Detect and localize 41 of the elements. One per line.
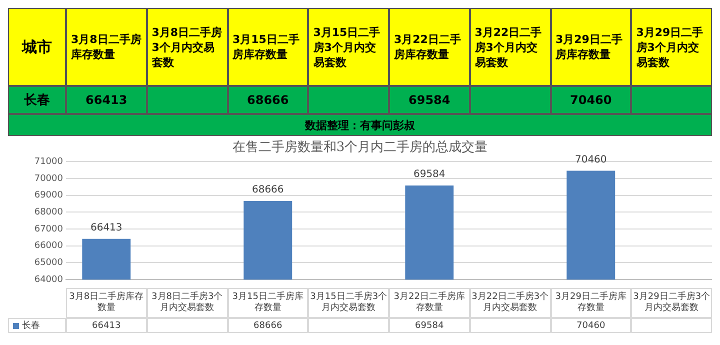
- text: 70460: [550, 318, 632, 333]
- y-tick-label: 70000: [34, 174, 64, 184]
- category-label: 3月8日二手房3个月内交易套数: [152, 26, 222, 68]
- x-tick-label: 3月15日二手房库存数量: [228, 288, 308, 318]
- data-label: 66413: [90, 222, 122, 234]
- text: 城市: [8, 8, 66, 86]
- category-label: 3月22日二手房3个月内交易套数: [474, 26, 542, 68]
- text: 69584: [408, 93, 450, 107]
- x-tick-label: 3月29日二手房库存数量: [550, 288, 632, 318]
- category-label: 3月8日二手房库存数量: [71, 33, 142, 61]
- category-label: 3月29日二手房3个月内交易套数: [636, 26, 704, 68]
- text: 66413: [66, 318, 147, 333]
- y-tick-label: 64000: [34, 274, 64, 285]
- y-tick-label: 69000: [34, 190, 64, 201]
- y-tick-label: 71000: [34, 156, 64, 167]
- chart-title: 在售二手房数量和3个月内二手房的总成交量: [232, 139, 488, 156]
- x-tick-label: 3月22日二手房库存数量: [389, 288, 470, 318]
- y-tick-label: 67000: [34, 224, 64, 234]
- legend-label: 长春: [8, 318, 66, 333]
- category-label: 3月22日二手房库存数量: [394, 33, 461, 61]
- data-label: 68666: [252, 184, 284, 196]
- x-tick-label: 3月29日二手房3个月内交易套数: [631, 288, 712, 318]
- text: 69584: [389, 318, 470, 333]
- category-label: 3月29日二手房库存数量: [556, 33, 622, 61]
- data-label: 70460: [574, 154, 607, 166]
- category-label: 3月15日二手房3个月内交易套数: [313, 26, 380, 68]
- text: 66413: [86, 93, 128, 107]
- x-tick-label: 3月22日二手房3个月内交易套数: [470, 288, 550, 318]
- text: 68666: [247, 93, 289, 107]
- y-tick-label: 66000: [34, 241, 64, 252]
- category-label: 3月15日二手房库存数量: [232, 33, 300, 61]
- x-tick-label: 3月15日二手房3个月内交易套数: [308, 288, 389, 318]
- x-tick-label: 3月8日二手房3个月内交易套数: [146, 288, 228, 318]
- x-tick-label: 3月8日二手房库存数量: [66, 288, 147, 318]
- text: 70460: [570, 93, 612, 107]
- text: 数据整理：有事问彭叔: [8, 114, 712, 136]
- y-tick-label: 68000: [34, 208, 64, 218]
- text: 长春: [24, 93, 50, 108]
- data-label: 69584: [413, 169, 446, 180]
- text: 68666: [228, 318, 308, 333]
- y-tick-label: 65000: [34, 258, 64, 268]
